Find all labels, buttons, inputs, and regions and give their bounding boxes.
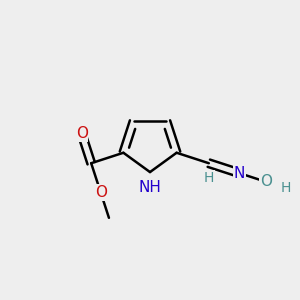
- Text: H: H: [280, 181, 291, 195]
- Text: O: O: [260, 174, 272, 189]
- Text: O: O: [95, 185, 107, 200]
- Text: N: N: [234, 166, 245, 181]
- Text: NH: NH: [139, 180, 161, 195]
- Text: H: H: [204, 171, 214, 185]
- Text: O: O: [76, 126, 88, 141]
